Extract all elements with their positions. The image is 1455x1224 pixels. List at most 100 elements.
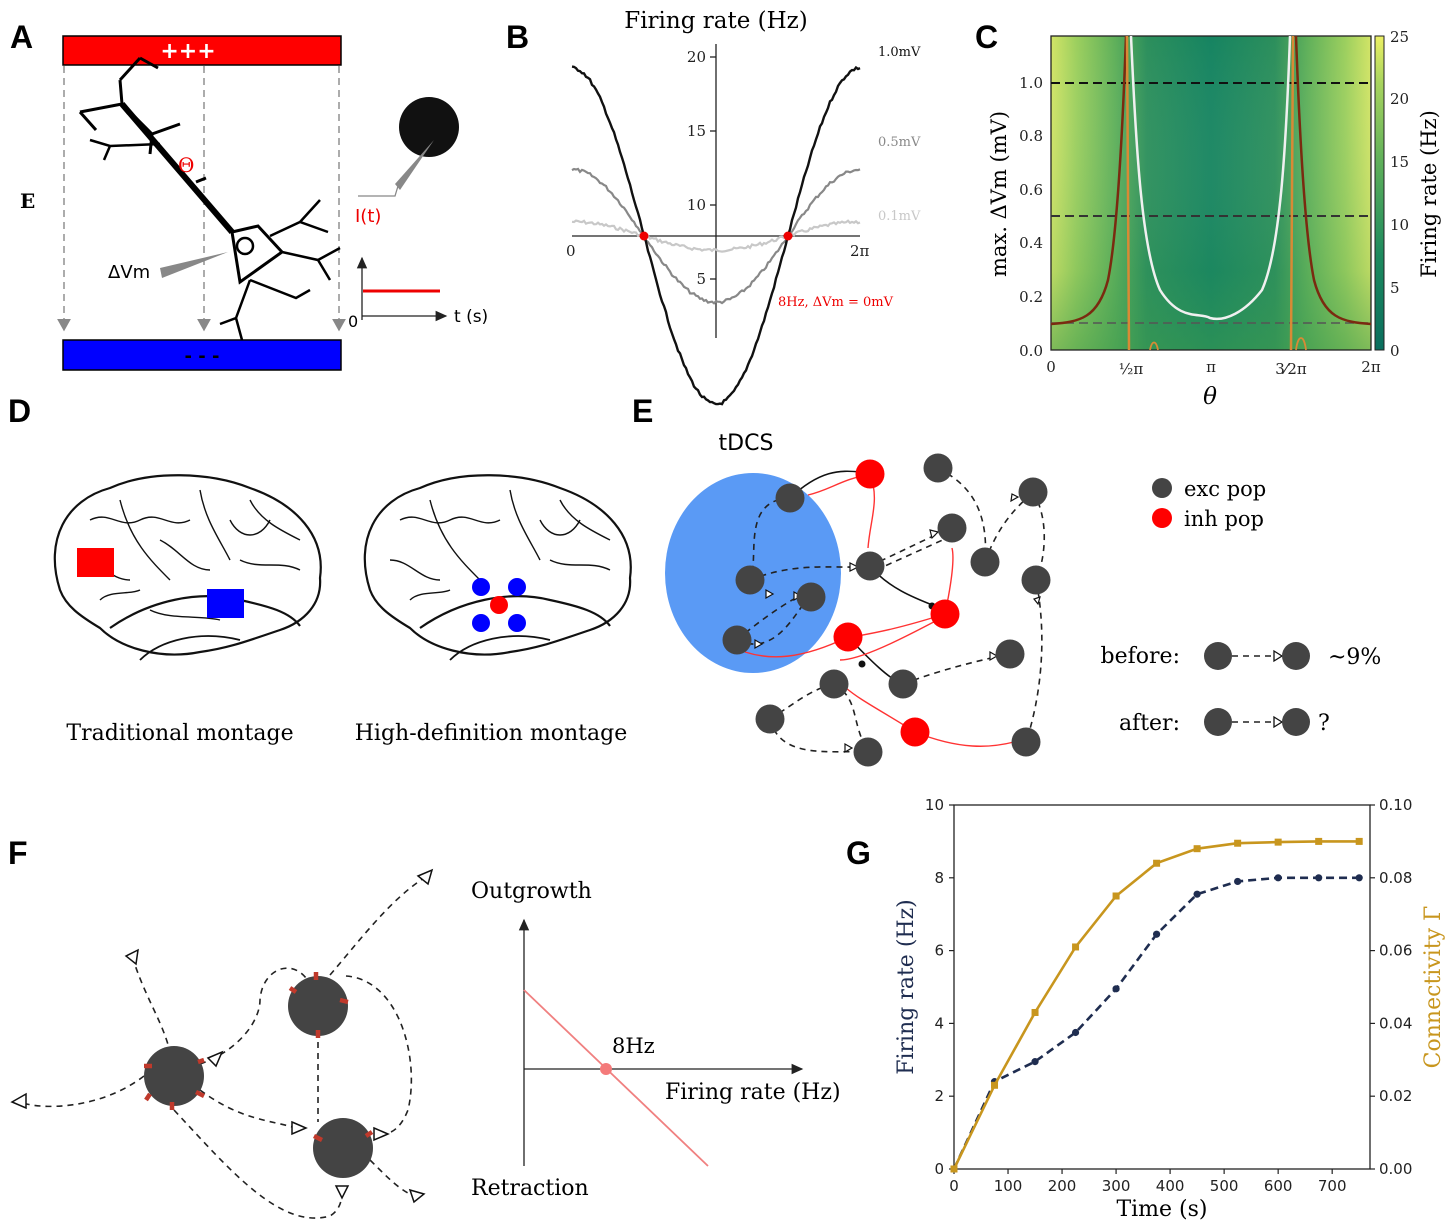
tdcs-label: tDCS [719,431,774,456]
hd-caption: High-definition montage [355,721,628,746]
panel-e: E tDCS [632,393,1381,767]
c-ytick-4: 0.8 [1019,127,1043,145]
b-ytick-20: 20 [687,48,706,66]
panel-label-d: D [8,393,31,429]
exc-node [796,582,826,612]
panel-d: D Traditional montage [8,393,632,746]
g-ytick-right-label: 0.04 [1379,1014,1412,1032]
g-ytick-label: 2 [934,1087,944,1105]
inh-node [930,599,960,629]
exc-node [1011,727,1041,757]
g-ytick-label: 0 [934,1160,944,1178]
g-ytick-right-label: 0.00 [1379,1160,1412,1178]
panel-g: G 0 100 200 300 400 500 600 70002468100.000.020… [846,796,1446,1222]
g-ytick-right-label: 0.08 [1379,869,1412,887]
f-retraction-label: Retraction [471,1176,589,1201]
inh-node [900,717,930,747]
exc-node [819,669,849,699]
b-curve-1mv [571,65,861,406]
legend-exc: exc pop [1184,477,1266,501]
g-connectivity-point [1315,837,1323,845]
theta-label: Θ [178,153,194,177]
exc-node [775,483,805,513]
exc-node [888,669,918,699]
g-ytick-right-label: 0.06 [1379,942,1412,960]
b-xtick-2pi: 2π [850,242,870,260]
panel-label-b: B [506,19,529,55]
c-x-ticks: 0 ½π π 3⁄2π 2π [1046,358,1381,378]
anode-pad [77,548,114,577]
inh-node [833,622,863,652]
exc-node [1018,477,1048,507]
c-ytick-5: 1.0 [1019,74,1043,92]
exc-node [937,513,967,543]
c-ytick-3: 0.6 [1019,181,1043,199]
g-xtick-label: 500 [1210,1177,1239,1195]
b-ytick-10: 10 [687,196,706,214]
g-connectivity-point [950,1165,958,1173]
f-xlabel: Firing rate (Hz) [665,1080,841,1105]
exc-node [855,551,885,581]
cathode-pad [207,589,244,618]
f-setpoint-label: 8Hz [612,1034,655,1058]
c-xtick-0: 0 [1046,358,1056,376]
panel-label-e: E [632,393,653,429]
g-connectivity-point [1031,1008,1039,1016]
g-axes-frame [953,804,1371,1170]
g-xlabel: Time (s) [1116,1197,1207,1222]
b-series-label-2: 0.5mV [878,135,921,150]
g-ytick-label: 8 [934,869,944,887]
g-connectivity-point [1193,845,1201,853]
g-connectivity-point [1355,837,1363,845]
before-value: ~9% [1328,645,1381,670]
g-firing-rate-line [952,876,1360,1170]
step-zero: 0 [348,312,358,331]
g-firing-rate-point [1234,877,1242,886]
after-label: after: [1119,711,1180,736]
network-nodes [722,453,1051,767]
g-xtick-label: 0 [949,1177,959,1195]
g-xtick-label: 300 [1102,1177,1131,1195]
c-cbar-5: 5 [1390,279,1400,297]
g-firing-rate-point [1152,930,1161,938]
brain-left [53,474,322,661]
field-label: E [20,189,35,213]
c-contours [1050,35,1372,351]
panel-c: C 0.0 0.2 0.4 0.6 0.8 1.0 0 ½π π 3 [975,19,1441,410]
exc-node [923,453,953,483]
step-time-label: t (s) [454,307,488,327]
panel-label-c: C [975,19,998,55]
g-firing-rate-point [1031,1058,1039,1066]
brain-right [363,474,632,661]
c-threshold-lines [1051,82,1371,324]
f-setpoint [600,1063,612,1075]
g-ytick-label: 10 [925,796,944,814]
exc-node [970,547,1000,577]
current-pipette [395,140,434,190]
g-connectivity-point [1072,943,1080,951]
g-ylabel-right: Connectivity Γ [1421,906,1446,1069]
legend-inh-dot [1152,508,1172,528]
c-xtick-1: ½π [1119,360,1144,378]
c-xtick-4: 2π [1361,358,1381,376]
exc-node [722,625,752,655]
g-series [950,837,1363,1173]
f-neurons [144,972,374,1178]
before-label: before: [1101,644,1180,669]
c-y-ticks: 0.0 0.2 0.4 0.6 0.8 1.0 [1019,74,1043,360]
b-ytick-15: 15 [687,122,706,140]
g-xtick-label: 100 [994,1177,1023,1195]
f-outgrowth-label: Outgrowth [471,879,592,904]
g-connectivity-line [952,840,1360,1170]
g-connectivity-point [1112,892,1120,900]
g-firing-rate-point [1193,890,1201,898]
c-cbar-15: 15 [1390,153,1409,171]
anode-bar [62,35,342,66]
panel-label-g: G [846,835,871,871]
exc-node [1021,565,1051,595]
g-xtick-label: 400 [1156,1177,1185,1195]
after-value: ? [1318,711,1330,736]
soma-electrode-target [399,97,459,157]
g-firing-rate-point [1274,874,1282,882]
